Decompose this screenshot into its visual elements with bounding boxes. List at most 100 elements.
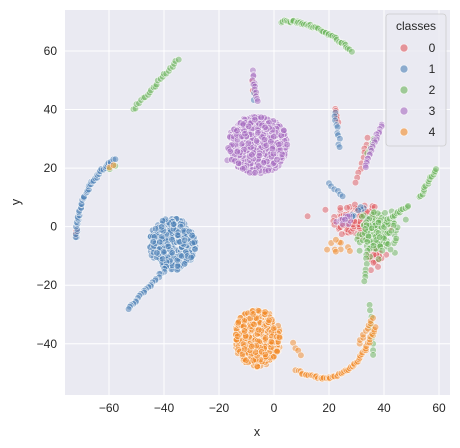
- series-4-point: [241, 327, 249, 335]
- y-tick-label: −20: [37, 278, 58, 292]
- series-0-point: [343, 204, 351, 212]
- x-tick-label: 0: [271, 401, 278, 415]
- series-2-point: [370, 208, 378, 216]
- series-4-point: [249, 310, 257, 318]
- legend-label-0: 0: [429, 41, 436, 55]
- series-3-point: [233, 127, 241, 135]
- series-3-point: [252, 137, 261, 145]
- x-tick-label: 40: [377, 401, 391, 415]
- legend-label-1: 1: [429, 62, 436, 76]
- series-3-point: [260, 135, 269, 144]
- series-4-point: [297, 351, 305, 359]
- y-axis-label: y: [9, 198, 23, 205]
- y-tick-label: 40: [44, 103, 58, 117]
- series-1-point: [152, 225, 160, 233]
- legend-title: classes: [396, 19, 436, 33]
- series-0-point: [338, 230, 346, 238]
- series-2-point: [356, 247, 364, 255]
- series-3-point: [254, 97, 262, 105]
- series-3-point: [267, 138, 275, 146]
- series-4-point: [234, 332, 242, 340]
- series-2-point: [348, 48, 356, 56]
- series-2-point: [392, 234, 400, 243]
- series-2-point: [366, 306, 374, 314]
- series-1-point: [334, 123, 342, 131]
- series-3-point: [257, 113, 265, 121]
- y-tick-label: 0: [50, 220, 57, 234]
- legend-marker-4: [399, 127, 409, 137]
- series-4-point: [261, 334, 270, 342]
- series-3-point: [362, 163, 370, 171]
- series-3-points: [223, 66, 386, 228]
- legend-marker-0: [399, 43, 409, 53]
- series-3-point: [235, 159, 243, 167]
- series-4-point: [270, 353, 278, 361]
- x-tick-label: −40: [154, 401, 175, 415]
- x-tick-label: −20: [209, 401, 230, 415]
- series-1-point: [149, 238, 157, 246]
- series-4-point: [346, 247, 354, 255]
- series-4-point: [248, 342, 256, 351]
- legend-marker-2: [399, 85, 409, 95]
- series-4-point: [273, 348, 281, 356]
- series-4-point: [261, 308, 269, 316]
- legend-marker-1: [399, 64, 409, 74]
- series-2-point: [387, 227, 395, 235]
- x-tick-label: 20: [322, 401, 336, 415]
- series-3-point: [264, 166, 272, 175]
- series-0-point: [374, 263, 382, 271]
- legend-entries: 0 1 2 3 4: [399, 41, 436, 139]
- series-4-point: [275, 333, 284, 341]
- series-4-point: [255, 326, 263, 334]
- series-1-point: [125, 305, 133, 313]
- series-3-point: [278, 150, 286, 158]
- series-2-point: [175, 55, 183, 64]
- series-1-point: [160, 248, 168, 256]
- series-2-point: [378, 247, 386, 255]
- legend: classes 0 1 2 3 4: [385, 13, 447, 147]
- series-3-point: [233, 148, 241, 156]
- series-2-point: [404, 202, 412, 210]
- series-2-point: [376, 233, 384, 241]
- series-0-point: [336, 204, 344, 212]
- series-4-point: [241, 345, 249, 353]
- series-2-point: [360, 277, 368, 285]
- series-1-point: [170, 220, 178, 228]
- data-points: [72, 16, 440, 383]
- series-3-point: [241, 130, 249, 138]
- series-1-point: [339, 192, 347, 200]
- legend-box: [385, 13, 447, 147]
- series-3-point: [255, 152, 263, 160]
- series-2-point: [363, 238, 371, 246]
- series-1-point: [190, 238, 198, 246]
- series-4-point: [250, 320, 258, 329]
- series-4-point: [261, 350, 269, 359]
- series-3-point: [244, 139, 252, 147]
- series-4-point: [371, 323, 380, 331]
- x-axis-label: x: [254, 425, 261, 439]
- series-2-point: [402, 216, 410, 224]
- y-tick-label: −40: [37, 337, 58, 351]
- series-3-point: [268, 145, 276, 153]
- series-1-point: [158, 223, 166, 231]
- x-tick-labels: −60 −40 −20 0 20 40 60: [99, 401, 446, 415]
- series-3-point: [341, 216, 349, 224]
- legend-label-4: 4: [429, 125, 436, 139]
- series-3-point: [251, 169, 259, 177]
- series-1-point: [168, 249, 176, 257]
- series-2-point: [358, 213, 366, 221]
- series-4-point: [267, 338, 276, 346]
- series-0-point: [363, 134, 372, 142]
- series-1-point: [188, 231, 196, 240]
- series-3-point: [245, 122, 253, 130]
- series-0-point: [351, 179, 360, 187]
- series-3-point: [255, 162, 263, 170]
- series-4-point: [253, 362, 261, 371]
- series-3-point: [248, 151, 256, 159]
- series-2-point: [375, 255, 383, 263]
- series-1-point: [174, 262, 182, 270]
- series-2-point: [369, 351, 377, 359]
- series-3-point: [283, 141, 291, 149]
- series-2-point: [381, 209, 389, 217]
